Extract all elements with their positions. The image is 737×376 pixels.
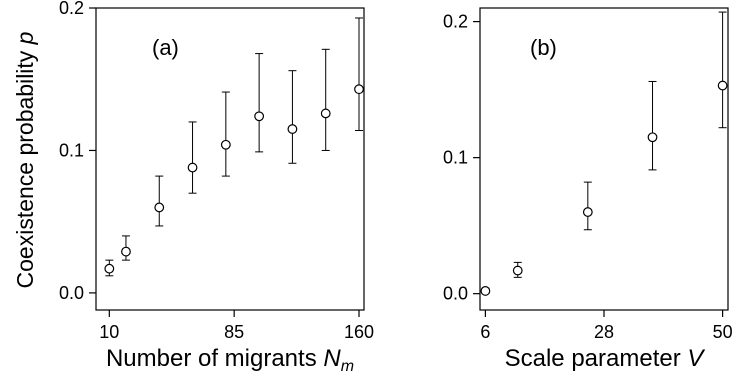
- panel-b-point: [512, 265, 523, 276]
- panel-a-ytick-label: 0.1: [59, 140, 84, 160]
- panel-a-xlabel: Number of migrants Nm: [106, 345, 354, 375]
- panel-a-point: [187, 162, 198, 173]
- panel-b-frame: [479, 7, 729, 311]
- panel-b-xlabel: Scale parameter V: [505, 345, 706, 372]
- panel-a-point: [354, 84, 364, 95]
- panel-a-point: [320, 108, 331, 119]
- panel-a-xtick-label: 85: [224, 322, 244, 342]
- panel-a-point: [254, 111, 265, 122]
- panel-a-point: [104, 263, 115, 274]
- panel-b-ytick-label: 0.1: [443, 148, 468, 168]
- panel-a-ytick-label: 0.0: [59, 283, 84, 303]
- panel-a-point: [220, 139, 231, 150]
- panel-b-xtick-label: 50: [713, 322, 733, 342]
- panel-a-point: [121, 246, 131, 257]
- panel-b-xtick-label: 28: [594, 322, 614, 342]
- panel-b-point: [647, 132, 658, 143]
- panel-a: 0.0 0.1 0.2 10 85 160 (a) Number of migrants …: [12, 0, 374, 375]
- panel-b-point: [480, 286, 491, 296]
- panel-a-point: [287, 124, 298, 134]
- panel-a-xtick-label: 160: [344, 322, 374, 342]
- panel-b-point: [717, 80, 728, 91]
- panel-b-marks: 0.0 0.1 0.2 6 28 50: [443, 11, 733, 342]
- panel-a-label: (a): [152, 35, 179, 60]
- panel-b-xtick-label: 6: [480, 322, 490, 342]
- panel-a-point: [154, 202, 165, 213]
- panel-b-point: [582, 207, 593, 217]
- panel-a-marks: 0.0 0.1 0.2 10 85 160: [59, 0, 374, 342]
- panel-b-label: (b): [530, 35, 557, 60]
- panel-a-ylabel: Coexistence probability p: [12, 31, 38, 288]
- panel-b: 0.0 0.1 0.2 6 28 50 (b) Scale parameter V: [443, 7, 733, 372]
- panel-b-ytick-label: 0.0: [443, 284, 468, 304]
- panel-b-ytick-label: 0.2: [443, 12, 468, 32]
- panel-a-frame: [95, 7, 365, 311]
- panel-a-ytick-label: 0.2: [59, 0, 84, 18]
- panel-a-xtick-label: 10: [99, 322, 119, 342]
